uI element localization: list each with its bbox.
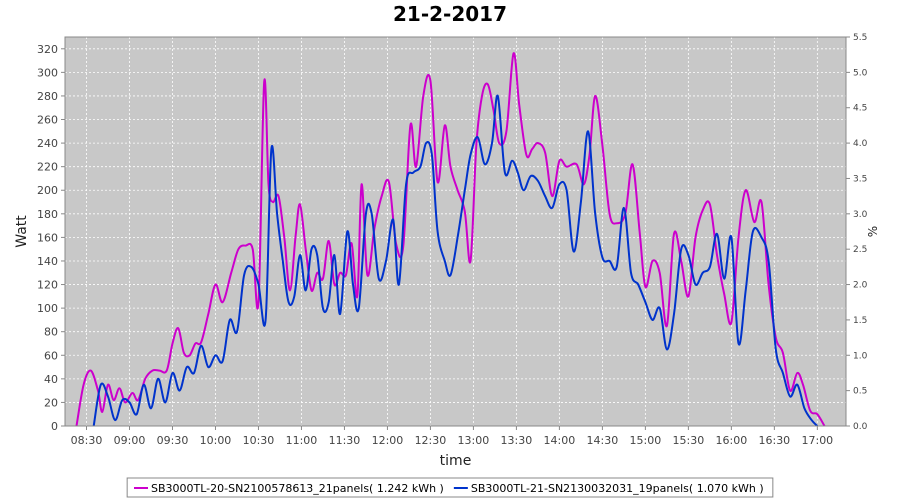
x-tick-label: 16:00 [716, 434, 748, 447]
chart-title: 21-2-2017 [393, 2, 507, 26]
y2-tick-label: 5.0 [853, 68, 868, 78]
legend-label-2: SB3000TL-21-SN2130032031_19panels( 1.070… [471, 482, 764, 495]
y-axis-right: 0.0 0.5 1.0 1.5 2.0 2.5 3.0 3.5 4.0 4.5 5.0 5.5 [846, 33, 868, 432]
x-axis: 08:30 09:00 09:30 10:00 10:30 11:00 11:30 12:00… [71, 426, 833, 447]
x-tick-label: 15:30 [673, 434, 705, 447]
y2-tick-label: 5.5 [853, 33, 867, 43]
y-tick-label: 180 [37, 208, 58, 221]
grid-lines [65, 37, 846, 427]
x-tick-label: 10:00 [200, 434, 232, 447]
x-tick-label: 08:30 [71, 434, 103, 447]
plot-area [65, 37, 846, 426]
y2-tick-label: 4.0 [853, 139, 868, 149]
x-tick-label: 16:30 [758, 434, 790, 447]
y2-tick-label: 0.0 [853, 422, 868, 432]
y2-axis-label: % [866, 226, 880, 237]
x-tick-label: 12:00 [372, 434, 404, 447]
y-tick-label: 120 [37, 279, 58, 292]
series-line-2 [92, 94, 819, 427]
x-axis-label: time [440, 453, 472, 469]
x-tick-label: 17:00 [801, 434, 833, 447]
y2-tick-label: 1.5 [853, 316, 867, 326]
y-axis-left: 0 20 40 60 80 100 120 140 160 180 200 220 240 260 280 3… [37, 43, 65, 433]
series-layer [75, 52, 826, 427]
y-tick-label: 0 [51, 420, 58, 433]
y-tick-label: 60 [44, 349, 58, 362]
y-tick-label: 140 [37, 255, 58, 268]
y-tick-label: 260 [37, 114, 58, 127]
legend-label-1: SB3000TL-20-SN2100578613_21panels( 1.242… [151, 482, 444, 495]
y-tick-label: 220 [37, 161, 58, 174]
y-tick-label: 320 [37, 43, 58, 56]
y2-tick-label: 3.5 [853, 174, 867, 184]
y-axis-label: Watt [14, 215, 30, 248]
legend-box [126, 477, 774, 498]
y2-tick-label: 4.5 [853, 104, 867, 114]
x-tick-label: 10:30 [243, 434, 275, 447]
legend: SB3000TL-20-SN2100578613_21panels( 1.242… [126, 477, 774, 498]
y-tick-label: 160 [37, 231, 58, 244]
y2-tick-label: 1.0 [853, 351, 868, 361]
x-tick-label: 13:00 [458, 434, 490, 447]
x-tick-label: 12:30 [415, 434, 447, 447]
y-tick-label: 300 [37, 66, 58, 79]
y-tick-label: 100 [37, 302, 58, 315]
y-tick-label: 40 [44, 373, 58, 386]
y-tick-label: 280 [37, 90, 58, 103]
y-tick-label: 80 [44, 326, 58, 339]
x-tick-label: 15:00 [630, 434, 662, 447]
y2-tick-label: 2.5 [853, 245, 867, 255]
y2-tick-label: 0.5 [853, 387, 867, 397]
x-tick-label: 09:30 [157, 434, 189, 447]
x-tick-label: 09:00 [114, 434, 146, 447]
x-tick-label: 11:30 [329, 434, 361, 447]
x-tick-label: 13:30 [501, 434, 533, 447]
y-tick-label: 200 [37, 184, 58, 197]
x-tick-label: 14:30 [587, 434, 619, 447]
series-line-1 [75, 52, 826, 427]
y2-tick-label: 3.0 [853, 210, 868, 220]
y2-tick-label: 2.0 [853, 281, 868, 291]
y-tick-label: 240 [37, 137, 58, 150]
x-tick-label: 11:00 [286, 434, 318, 447]
y-tick-label: 20 [44, 396, 58, 409]
plot-frame [64, 36, 847, 427]
x-tick-label: 14:00 [544, 434, 576, 447]
